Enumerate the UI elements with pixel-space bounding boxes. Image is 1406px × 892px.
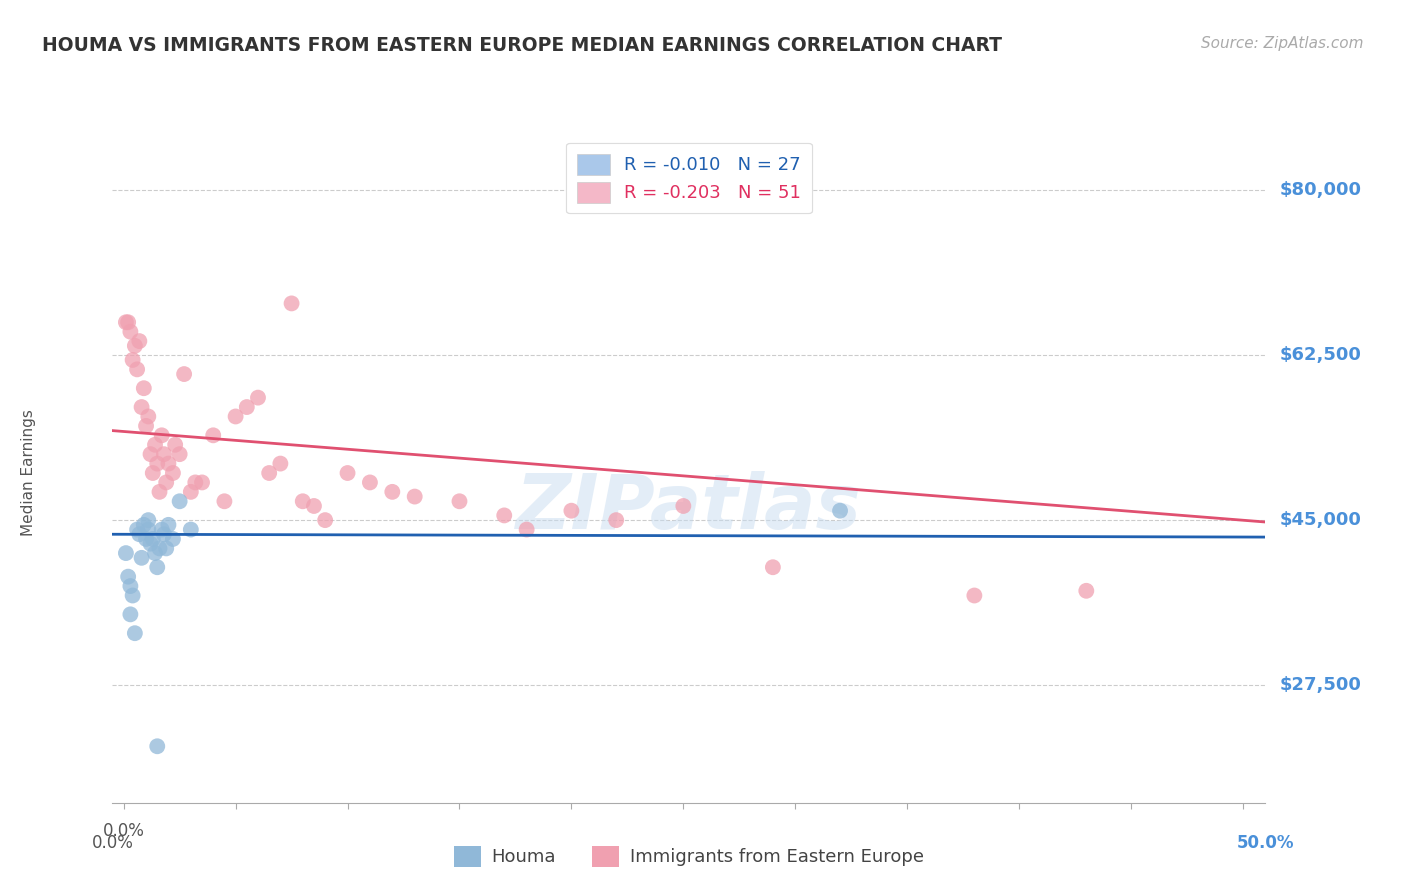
Point xyxy=(143,546,166,560)
Point xyxy=(153,447,176,461)
Point xyxy=(381,484,404,499)
Point xyxy=(135,532,157,546)
Point xyxy=(142,532,165,546)
Point xyxy=(121,589,143,603)
Point xyxy=(132,517,155,532)
Point xyxy=(115,546,138,560)
Point xyxy=(246,391,269,405)
Point xyxy=(165,438,187,452)
Text: Source: ZipAtlas.com: Source: ZipAtlas.com xyxy=(1201,36,1364,51)
Point xyxy=(132,381,155,395)
Point xyxy=(173,367,195,381)
Point xyxy=(180,484,202,499)
Point xyxy=(120,579,142,593)
Point xyxy=(124,626,146,640)
Point xyxy=(202,428,225,442)
Point xyxy=(150,428,173,442)
Point xyxy=(162,532,184,546)
Point xyxy=(762,560,785,574)
Text: HOUMA VS IMMIGRANTS FROM EASTERN EUROPE MEDIAN EARNINGS CORRELATION CHART: HOUMA VS IMMIGRANTS FROM EASTERN EUROPE … xyxy=(42,36,1002,54)
Point xyxy=(162,466,184,480)
Point xyxy=(828,504,851,518)
Point xyxy=(120,325,142,339)
Point xyxy=(136,409,159,424)
Text: 0.0%: 0.0% xyxy=(91,834,134,852)
Point xyxy=(302,499,325,513)
Point xyxy=(131,550,153,565)
Point xyxy=(139,537,162,551)
Text: $27,500: $27,500 xyxy=(1279,676,1361,694)
Point xyxy=(120,607,142,622)
Point xyxy=(280,296,302,310)
Point xyxy=(117,315,139,329)
Point xyxy=(605,513,627,527)
Point xyxy=(560,504,582,518)
Point xyxy=(359,475,381,490)
Point xyxy=(269,457,291,471)
Point xyxy=(1076,583,1098,598)
Point xyxy=(150,523,173,537)
Point xyxy=(135,418,157,433)
Point xyxy=(236,400,259,414)
Point xyxy=(449,494,471,508)
Point xyxy=(291,494,314,508)
Text: ZIPatlas: ZIPatlas xyxy=(516,472,862,545)
Point xyxy=(516,523,538,537)
Point xyxy=(169,447,191,461)
Point xyxy=(143,438,166,452)
Point xyxy=(121,353,143,368)
Point xyxy=(180,523,202,537)
Point xyxy=(146,739,169,754)
Point xyxy=(148,541,170,556)
Point xyxy=(136,513,159,527)
Point xyxy=(494,508,516,523)
Point xyxy=(257,466,280,480)
Point xyxy=(155,541,177,556)
Point xyxy=(191,475,214,490)
Point xyxy=(131,400,153,414)
Point xyxy=(127,362,149,376)
Text: $45,000: $45,000 xyxy=(1279,511,1361,529)
Point xyxy=(155,475,177,490)
Point xyxy=(128,527,150,541)
Point xyxy=(136,523,159,537)
Point xyxy=(214,494,236,508)
Point xyxy=(117,569,139,583)
Point xyxy=(127,523,149,537)
Point xyxy=(963,589,986,603)
Legend: R = -0.010   N = 27, R = -0.203   N = 51: R = -0.010 N = 27, R = -0.203 N = 51 xyxy=(567,143,811,213)
Text: 50.0%: 50.0% xyxy=(1237,834,1294,852)
Point xyxy=(115,315,138,329)
Point xyxy=(225,409,247,424)
Text: Median Earnings: Median Earnings xyxy=(21,409,35,536)
Point xyxy=(153,527,176,541)
Point xyxy=(672,499,695,513)
Point xyxy=(157,457,180,471)
Point xyxy=(157,517,180,532)
Point xyxy=(146,560,169,574)
Point xyxy=(336,466,359,480)
Point xyxy=(142,466,165,480)
Text: 0.0%: 0.0% xyxy=(103,822,145,839)
Point xyxy=(169,494,191,508)
Point xyxy=(314,513,336,527)
Text: $80,000: $80,000 xyxy=(1279,181,1361,199)
Point xyxy=(404,490,426,504)
Point xyxy=(139,447,162,461)
Legend: Houma, Immigrants from Eastern Europe: Houma, Immigrants from Eastern Europe xyxy=(447,838,931,874)
Text: $62,500: $62,500 xyxy=(1279,346,1361,364)
Point xyxy=(146,457,169,471)
Point xyxy=(128,334,150,348)
Point xyxy=(148,484,170,499)
Point xyxy=(184,475,207,490)
Point xyxy=(124,339,146,353)
